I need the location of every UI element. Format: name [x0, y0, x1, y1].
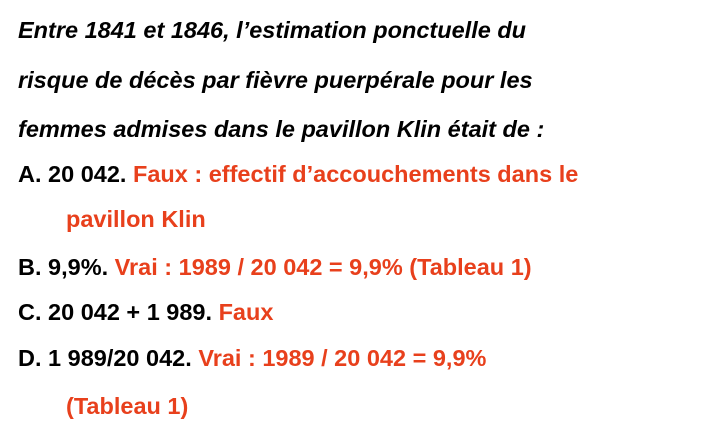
question-line-2: risque de décès par fièvre puerpérale po…: [18, 67, 533, 93]
option-d-answer-continued: (Tableau 1): [66, 393, 189, 419]
question-line-3: femmes admises dans le pavillon Klin éta…: [18, 116, 545, 142]
option-a-label: A. 20 042.: [18, 161, 127, 187]
option-c-answer: Faux: [218, 299, 274, 325]
option-a-answer-continued: pavillon Klin: [66, 206, 206, 232]
option-d-label: D. 1 989/20 042.: [18, 345, 192, 371]
option-a-answer: Faux : effectif d’accouchements dans le: [132, 161, 579, 187]
option-c-label: C. 20 042 + 1 989.: [18, 299, 213, 325]
option-d-answer: Vrai : 1989 / 20 042 = 9,9%: [198, 345, 487, 371]
question-line-1: Entre 1841 et 1846, l’estimation ponctue…: [18, 17, 527, 43]
option-b-label: B. 9,9%.: [18, 254, 109, 280]
option-b-answer: Vrai : 1989 / 20 042 = 9,9% (Tableau 1): [114, 254, 532, 280]
